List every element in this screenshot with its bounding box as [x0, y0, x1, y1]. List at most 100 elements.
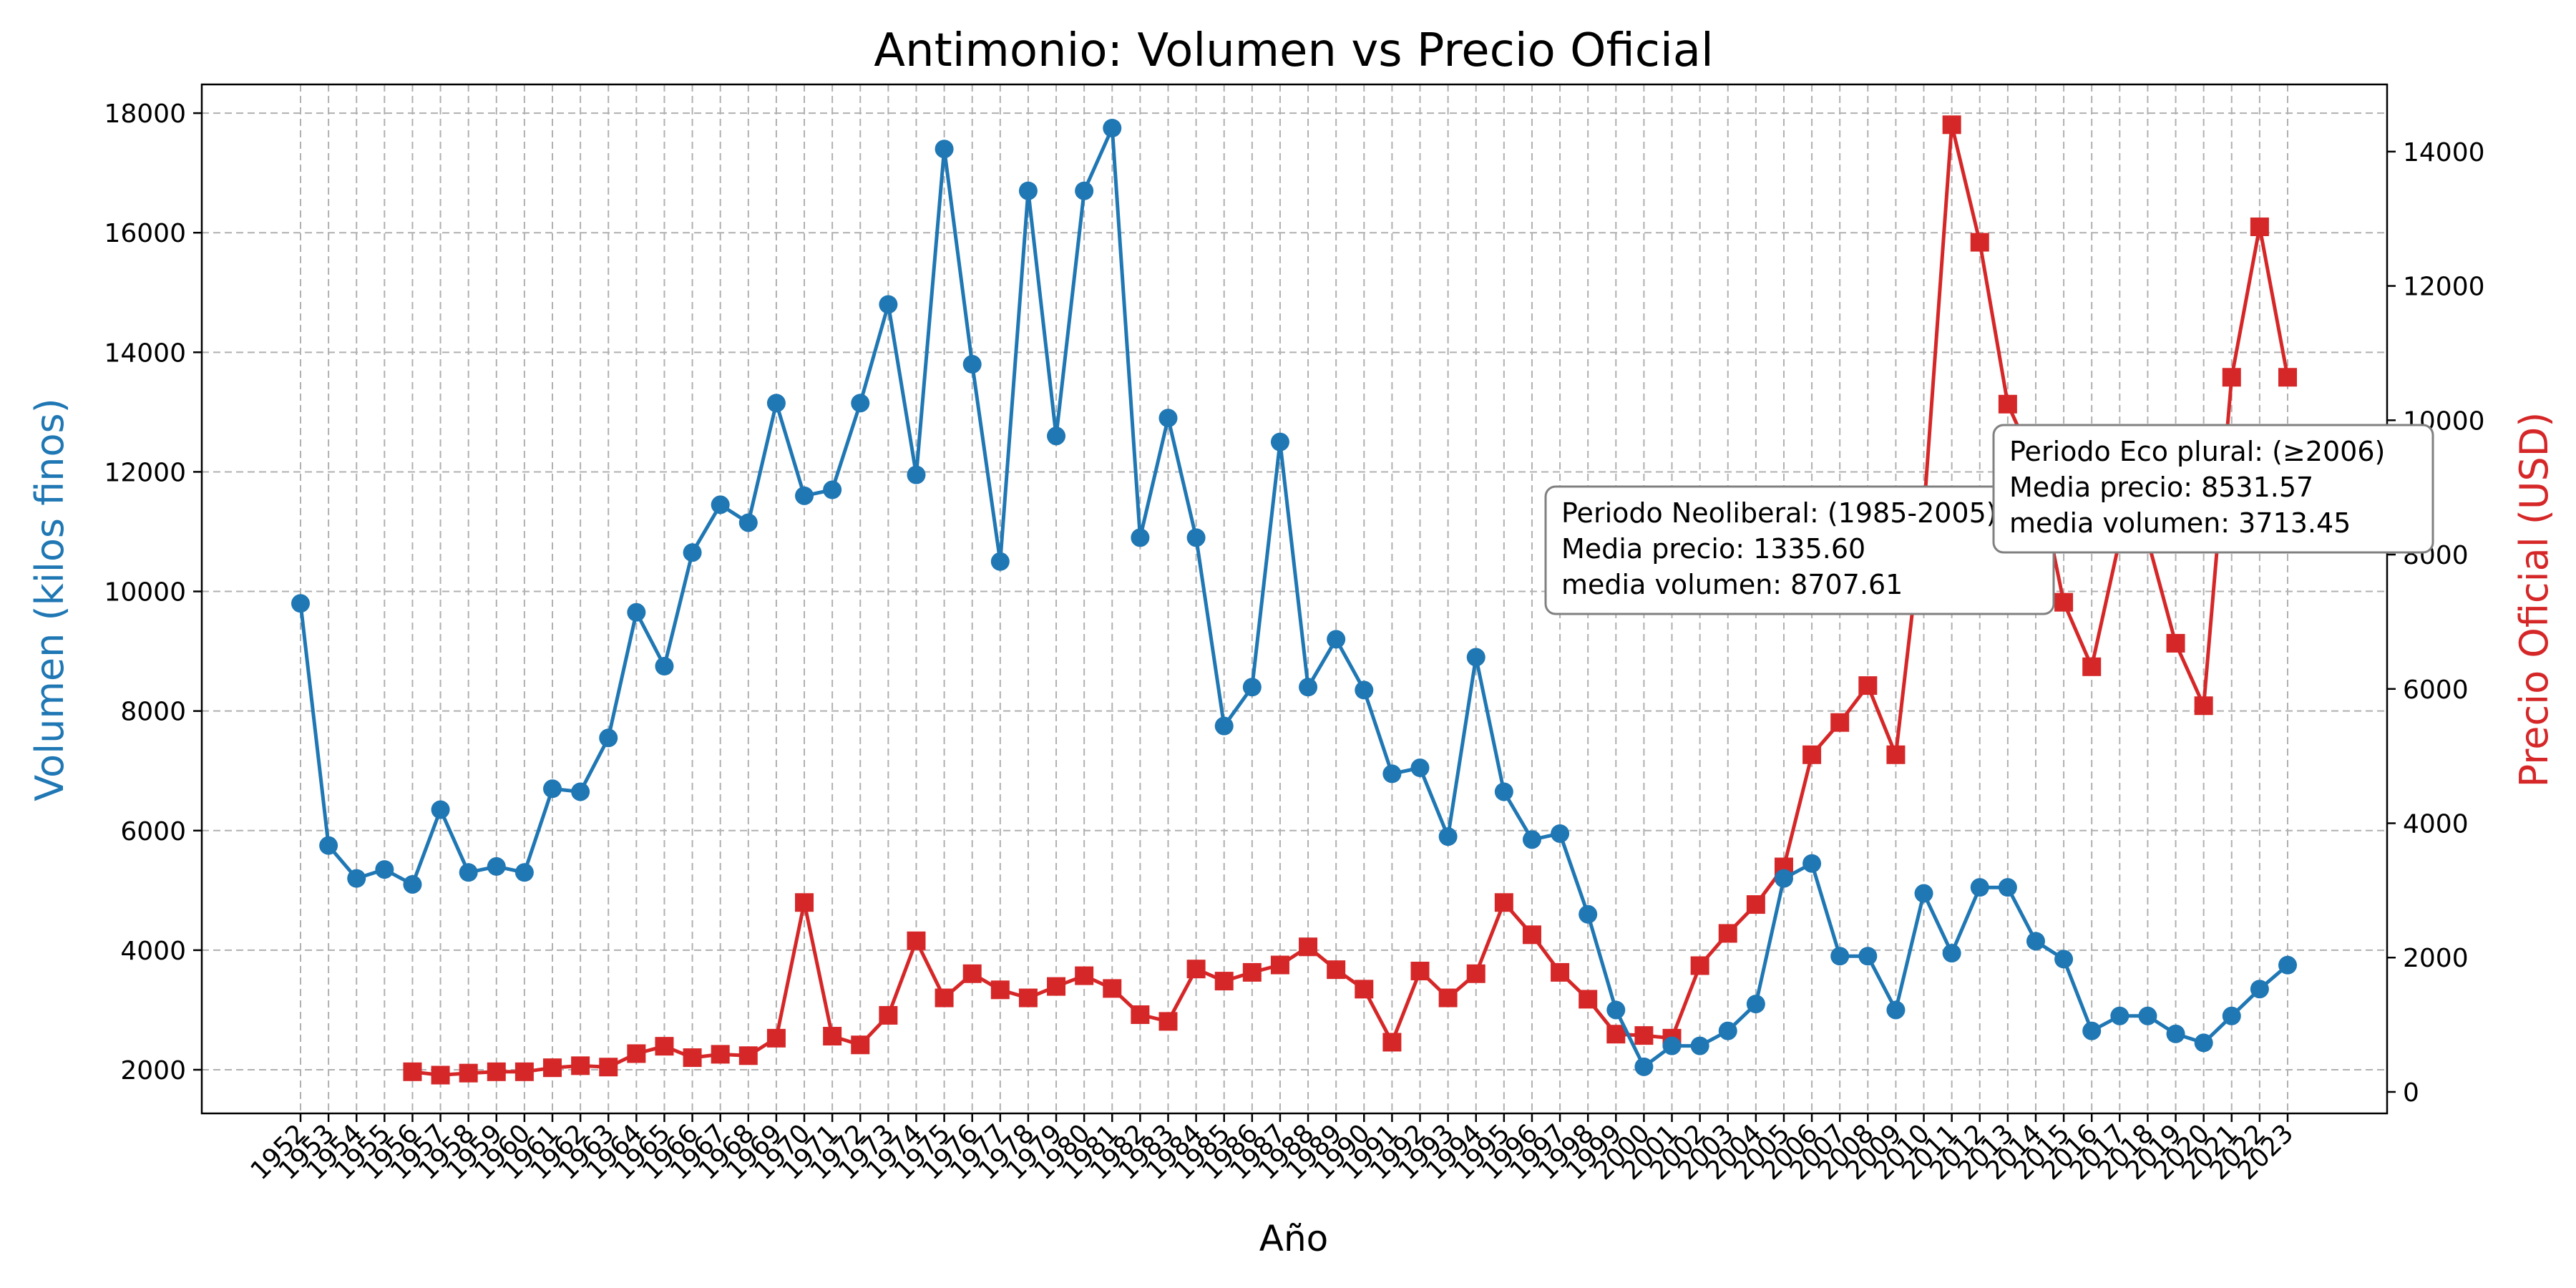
precio-point [2082, 657, 2102, 676]
volumen-point [1522, 830, 1541, 849]
precio-point [990, 980, 1010, 1000]
volumen-point [1299, 678, 1318, 697]
volumen-point [823, 480, 842, 499]
volumen-point [1438, 827, 1458, 847]
volumen-point [2278, 955, 2297, 975]
volumen-point [2054, 950, 2074, 969]
volumen-point [1914, 884, 1933, 903]
precio-point [403, 1062, 422, 1081]
volumen-point [2026, 932, 2045, 951]
left-tick-label: 10000 [104, 578, 186, 608]
right-tick-label: 6000 [2403, 675, 2469, 705]
volumen-point [1690, 1036, 1709, 1055]
precio-point [1522, 925, 1541, 945]
volumen-point [627, 602, 646, 622]
precio-point [2054, 592, 2074, 612]
left-tick-label: 8000 [120, 698, 186, 727]
volumen-point [935, 140, 954, 159]
precio-point [459, 1063, 478, 1083]
volumen-point [291, 594, 310, 613]
precio-point [1186, 960, 1206, 979]
volumen-point [962, 355, 982, 374]
precio-point [1131, 1005, 1150, 1025]
precio-point [1299, 937, 1318, 957]
volumen-point [2194, 1033, 2213, 1053]
volumen-point [711, 495, 730, 514]
volumen-point [1186, 528, 1206, 547]
volumen-point [1634, 1057, 1654, 1076]
precio-point [514, 1062, 534, 1081]
annotation-eco-plural-line1: Periodo Eco plural: (≥2006) [2009, 436, 2385, 467]
volumen-point [1774, 869, 1793, 888]
volumen-point [1214, 716, 1234, 736]
annotation-neoliberal-line3: media volumen: 8707.61 [1561, 569, 1903, 600]
volumen-point [2110, 1006, 2129, 1025]
volumen-point [1018, 181, 1038, 200]
precio-point [1327, 960, 1346, 980]
volumen-point [2250, 980, 2269, 999]
precio-point [431, 1065, 450, 1085]
right-tick-label: 2000 [2403, 944, 2469, 973]
volumen-point [1746, 995, 1765, 1014]
precio-point [1466, 964, 1485, 983]
volumen-point [1410, 758, 1430, 778]
precio-point [599, 1058, 618, 1077]
volumen-point [1494, 782, 1513, 801]
precio-point [655, 1037, 674, 1056]
volumen-point [459, 863, 478, 882]
volumen-line [298, 126, 2289, 1069]
precio-point [935, 988, 954, 1008]
plot-frame [200, 83, 2389, 1115]
precio-point [1410, 962, 1430, 981]
volumen-point [2138, 1006, 2157, 1025]
precio-point [1355, 980, 1374, 999]
precio-point [1886, 745, 1906, 764]
precio-point [851, 1035, 870, 1055]
volumen-point [543, 779, 562, 799]
precio-point [683, 1048, 702, 1068]
precio-point [2222, 368, 2241, 387]
volumen-point [1242, 678, 1262, 697]
volumen-point [1830, 947, 1850, 966]
volumen-point [1270, 432, 1289, 452]
precio-point [1214, 972, 1234, 991]
annotation-neoliberal-line1: Periodo Neoliberal: (1985-2005) [1561, 497, 1997, 529]
volumen-point [655, 657, 674, 676]
volumen-point [514, 863, 534, 882]
volumen-point [1579, 904, 1598, 924]
annotation-neoliberal-line2: Media precio: 1335.60 [1561, 533, 1865, 565]
volumen-point [766, 394, 786, 413]
volumen-point [1970, 878, 1989, 897]
volumen-point [431, 800, 450, 819]
precio-point [1579, 990, 1598, 1009]
right-tick-label: 4000 [2403, 810, 2469, 839]
volumen-point [1998, 878, 2017, 897]
series-precio [403, 115, 2297, 1085]
volumen-point [1075, 181, 1094, 200]
precio-point [1802, 745, 1822, 764]
precio-point [2250, 217, 2269, 236]
precio-point [1382, 1033, 1402, 1052]
left-tick-label: 18000 [104, 99, 186, 129]
precio-point [1242, 962, 1262, 982]
right-tick-label: 0 [2403, 1078, 2419, 1108]
precio-point [1690, 956, 1709, 975]
precio-point [1634, 1026, 1654, 1045]
left-tick-label: 16000 [104, 219, 186, 248]
precio-point [1998, 394, 2017, 414]
precio-point [2166, 633, 2185, 653]
left-tick-label: 2000 [120, 1056, 186, 1085]
right-tick-label: 12000 [2403, 273, 2485, 302]
left-tick-label: 12000 [104, 458, 186, 487]
left-tick-label: 6000 [120, 817, 186, 847]
precio-point [1270, 955, 1289, 975]
volumen-point [347, 869, 366, 888]
left-tick-label: 4000 [120, 937, 186, 966]
volumen-point [571, 782, 590, 801]
volumen-point [851, 394, 870, 413]
precio-point [1018, 988, 1038, 1008]
volumen-point [2082, 1021, 2102, 1040]
